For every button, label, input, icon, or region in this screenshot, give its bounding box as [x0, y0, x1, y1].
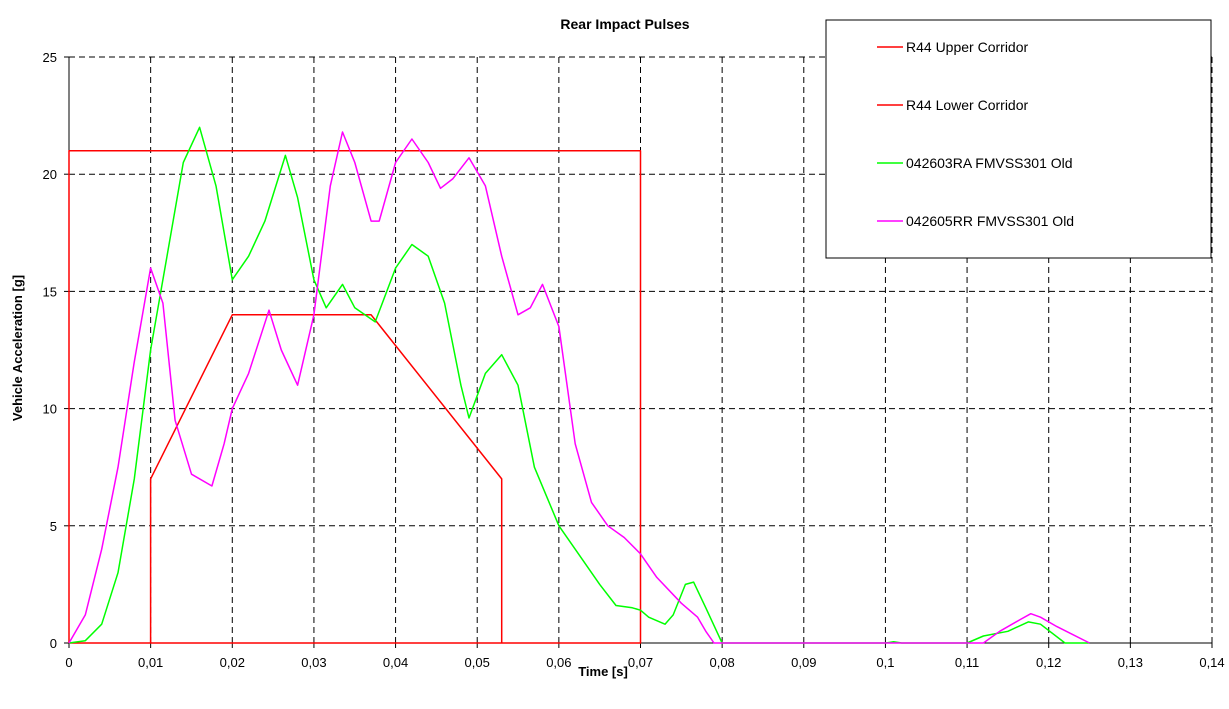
x-tick-label: 0,07	[628, 655, 653, 670]
x-tick-label: 0,14	[1199, 655, 1224, 670]
legend-label: R44 Lower Corridor	[906, 97, 1028, 113]
x-tick-label: 0,1	[876, 655, 894, 670]
y-tick-label: 0	[50, 636, 57, 651]
chart-title: Rear Impact Pulses	[560, 16, 689, 32]
tick-labels: 0 0,01 0,02 0,03 0,04 0,05 0,06 0,07 0,08 0,09 0,1…	[43, 50, 1225, 670]
legend-label: 042605RR FMVSS301 Old	[906, 213, 1074, 229]
x-tick-label: 0,02	[220, 655, 245, 670]
x-tick-label: 0,11	[955, 655, 979, 670]
series-lines	[68, 126, 1090, 644]
x-tick-label: 0,06	[546, 655, 571, 670]
legend-label: 042603RA FMVSS301 Old	[906, 155, 1073, 171]
series-line-1	[68, 150, 642, 644]
x-tick-label: 0,13	[1118, 655, 1143, 670]
series-line-2	[149, 314, 503, 643]
y-tick-label: 20	[43, 167, 57, 182]
x-tick-label: 0,08	[709, 655, 734, 670]
y-axis-label: Vehicle Acceleration [g]	[10, 275, 25, 421]
x-axis-label: Time [s]	[578, 664, 628, 679]
x-tick-label: 0,12	[1036, 655, 1061, 670]
x-tick-label: 0,09	[791, 655, 816, 670]
legend-box	[825, 19, 1212, 259]
x-tick-label: 0	[65, 655, 72, 670]
x-tick-label: 0,03	[301, 655, 326, 670]
legend: R44 Upper Corridor R44 Lower Corridor 0426…	[825, 19, 1212, 259]
x-tick-label: 0,01	[138, 655, 163, 670]
y-tick-label: 10	[43, 402, 57, 417]
y-tick-label: 5	[50, 519, 57, 534]
legend-label: R44 Upper Corridor	[906, 39, 1028, 55]
x-tick-label: 0,05	[465, 655, 490, 670]
x-tick-label: 0,04	[383, 655, 408, 670]
series-line-4	[68, 131, 1090, 644]
y-tick-label: 25	[43, 50, 57, 65]
y-tick-label: 15	[43, 284, 57, 299]
